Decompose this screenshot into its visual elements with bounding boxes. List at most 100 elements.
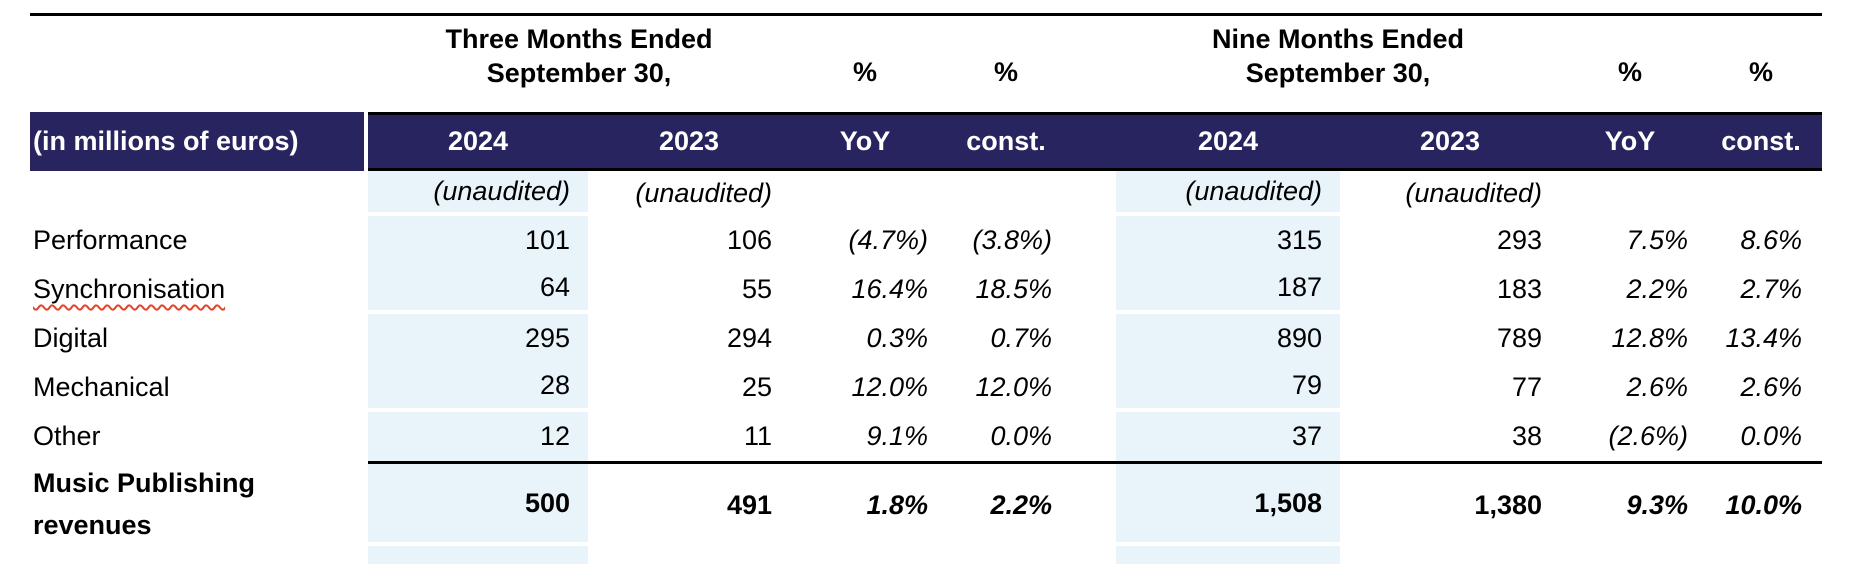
- performance-3m-yoy: (4.7%): [848, 225, 928, 255]
- row-label: Mechanical: [33, 372, 170, 402]
- total-9m-yoy: 9.3%: [1560, 461, 1700, 546]
- empty-cell: [1700, 546, 1822, 564]
- performance-9m-const: 8.6%: [1740, 225, 1802, 255]
- synchronisation-3m-2024: 64: [368, 265, 588, 314]
- synchronisation-9m-yoy: 2.2%: [1626, 274, 1688, 304]
- digital-9m-2023: 789: [1496, 323, 1542, 353]
- col-header-9m-const: const.: [1700, 112, 1822, 171]
- empty-cell: [1072, 216, 1116, 265]
- empty-cell: [1340, 546, 1560, 564]
- digital-9m-2024: 890: [1116, 314, 1340, 363]
- col-header-9m-yoy: YoY: [1560, 112, 1700, 171]
- digital-3m-const: 0.7%: [990, 323, 1052, 353]
- total-3m-const: 2.2%: [940, 461, 1072, 546]
- row-label: Other: [33, 421, 101, 451]
- nine-months-line1: Nine Months Ended: [1212, 24, 1464, 54]
- total-row-label: Music Publishing revenues: [30, 461, 368, 546]
- col-header-3m-const: const.: [940, 112, 1072, 171]
- synchronisation-9m-2023: 183: [1496, 274, 1542, 304]
- nine-months-line2: September 30,: [1245, 58, 1431, 88]
- nine-months-header: Nine Months Ended September 30,: [1116, 0, 1560, 112]
- mechanical-3m-2024: 28: [368, 363, 588, 412]
- three-months-line1: Three Months Ended: [445, 24, 713, 54]
- empty-cell: [1072, 314, 1116, 363]
- total-3m-2023: 491: [588, 461, 790, 546]
- digital-3m-2023: 294: [726, 323, 772, 353]
- misspelled-word: Synchronisation: [33, 274, 226, 304]
- mechanical-9m-const: 2.6%: [1740, 372, 1802, 402]
- pct-header-9m-const: %: [1748, 57, 1773, 87]
- performance-3m-const: (3.8%): [972, 225, 1052, 255]
- empty-cell: [588, 546, 790, 564]
- performance-3m-2023: 106: [726, 225, 772, 255]
- digital-9m-yoy: 12.8%: [1611, 323, 1688, 353]
- corner-spacer: [30, 0, 368, 112]
- performance-9m-2024: 315: [1116, 216, 1340, 265]
- unaudited-3m-2024: (unaudited): [368, 171, 588, 216]
- unaudited-9m-2023: (unaudited): [1405, 178, 1542, 208]
- pct-header-3m-const: %: [993, 57, 1018, 87]
- performance-9m-yoy: 7.5%: [1626, 225, 1688, 255]
- empty-cell: [1072, 363, 1116, 412]
- other-9m-const: 0.0%: [1740, 421, 1802, 451]
- empty-cell: [940, 546, 1072, 564]
- total-9m-2024: 1,508: [1116, 461, 1340, 546]
- synchronisation-3m-const: 18.5%: [975, 274, 1052, 304]
- mechanical-9m-2024: 79: [1116, 363, 1340, 412]
- empty-cell: [1560, 171, 1700, 216]
- mid-spacer: [1072, 0, 1116, 112]
- total-3m-yoy: 1.8%: [790, 461, 940, 546]
- empty-cell: [1700, 171, 1822, 216]
- unaudited-3m-2023: (unaudited): [635, 178, 772, 208]
- digital-9m-const: 13.4%: [1725, 323, 1802, 353]
- mechanical-9m-2023: 77: [1511, 372, 1542, 402]
- unaudited-9m-2024: (unaudited): [1116, 171, 1340, 216]
- digital-3m-2024: 295: [368, 314, 588, 363]
- table-top-rule: [30, 13, 1822, 16]
- three-months-line2: September 30,: [486, 58, 672, 88]
- col-header-3m-2023: 2023: [588, 112, 790, 171]
- mechanical-3m-2023: 25: [741, 372, 772, 402]
- total-9m-const: 10.0%: [1700, 461, 1822, 546]
- empty-cell: [790, 546, 940, 564]
- highlight-strip-3m: [368, 546, 588, 564]
- empty-cell: [1072, 461, 1116, 546]
- synchronisation-3m-yoy: 16.4%: [851, 274, 928, 304]
- row-label: Digital: [33, 323, 109, 353]
- empty-cell: [1560, 546, 1700, 564]
- performance-9m-2023: 293: [1496, 225, 1542, 255]
- other-3m-const: 0.0%: [990, 421, 1052, 451]
- col-header-9m-2024: 2024: [1116, 112, 1340, 171]
- other-9m-2023: 38: [1511, 421, 1542, 451]
- total-9m-2023: 1,380: [1340, 461, 1560, 546]
- empty-cell: [1072, 265, 1116, 314]
- empty-cell: [30, 171, 368, 216]
- digital-3m-yoy: 0.3%: [866, 323, 928, 353]
- empty-cell: [30, 546, 368, 564]
- other-3m-yoy: 9.1%: [866, 421, 928, 451]
- col-header-9m-2023: 2023: [1340, 112, 1560, 171]
- synchronisation-3m-2023: 55: [741, 274, 772, 304]
- other-3m-2023: 11: [743, 421, 772, 451]
- mechanical-3m-const: 12.0%: [975, 372, 1052, 402]
- empty-cell: [1072, 412, 1116, 461]
- col-header-3m-yoy: YoY: [790, 112, 940, 171]
- header-spacer: [1072, 112, 1116, 171]
- highlight-strip-9m: [1116, 546, 1340, 564]
- total-3m-2024: 500: [368, 461, 588, 546]
- performance-3m-2024: 101: [368, 216, 588, 265]
- row-label: Synchronisation: [30, 265, 368, 314]
- pct-header-3m-yoy: %: [852, 57, 877, 87]
- music-publishing-revenue-table: Three Months Ended September 30, % % Nin…: [30, 0, 1822, 564]
- other-9m-2024: 37: [1116, 412, 1340, 461]
- mechanical-3m-yoy: 12.0%: [851, 372, 928, 402]
- row-label: Performance: [33, 225, 188, 255]
- synchronisation-9m-2024: 187: [1116, 265, 1340, 314]
- synchronisation-9m-const: 2.7%: [1740, 274, 1802, 304]
- three-months-header: Three Months Ended September 30,: [368, 0, 790, 112]
- empty-cell: [790, 171, 940, 216]
- empty-cell: [1072, 171, 1116, 216]
- col-header-3m-2024: 2024: [368, 112, 588, 171]
- total-row-label-text: Music Publishing revenues: [33, 467, 256, 540]
